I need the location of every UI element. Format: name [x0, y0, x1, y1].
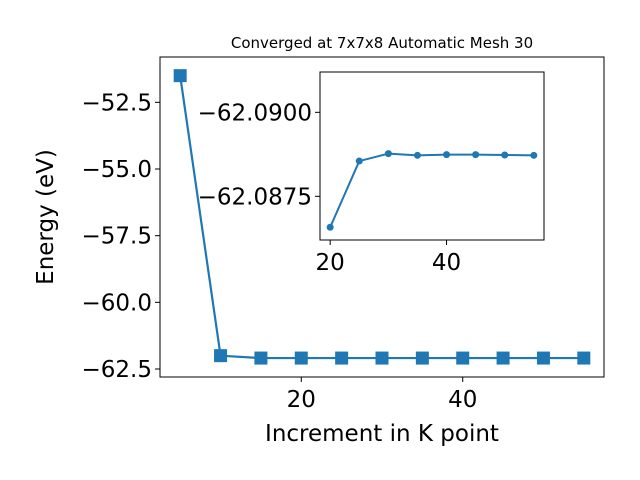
inset-frame	[319, 71, 545, 241]
main-x-tick-label: 20	[287, 387, 316, 413]
main-data-point	[294, 351, 308, 365]
chart-title: Converged at 7x7x8 Automatic Mesh 30	[231, 34, 533, 52]
main-data-point	[173, 69, 187, 83]
y-axis-label: Energy (eV)	[33, 149, 59, 285]
inset-data-point	[384, 150, 392, 158]
x-axis-label: Increment in K point	[265, 421, 499, 447]
main-frame	[159, 56, 605, 378]
inset-data-point	[326, 223, 334, 231]
inset-data-point	[443, 151, 451, 159]
inset-data-point	[472, 151, 480, 159]
main-data-point	[375, 351, 389, 365]
main-data-point	[214, 349, 228, 363]
inset-data-point	[530, 151, 538, 159]
inset-plot: 20 40 −62.0900 −62.0875	[198, 71, 545, 276]
main-data-point	[335, 351, 349, 365]
main-data-point	[536, 351, 550, 365]
main-data-point	[456, 351, 470, 365]
inset-y-tick-label: −62.0875	[198, 184, 312, 210]
inset-series-line	[329, 152, 534, 228]
main-data-point	[496, 351, 510, 365]
main-y-tick-label: −60.0	[82, 290, 152, 316]
main-y-tick-label: −57.5	[82, 224, 152, 250]
main-plot: 20 40 −52.5 −55.0 −57.5 −60.0 −62.5	[82, 56, 605, 413]
inset-data-point	[501, 151, 509, 159]
inset-x-tick-label: 20	[316, 250, 345, 276]
inset-data-point	[355, 157, 363, 165]
inset-y-tick-label: −62.0900	[198, 100, 312, 126]
main-data-point	[577, 351, 591, 365]
main-x-tick-label: 40	[448, 387, 477, 413]
main-y-tick-label: −55.0	[82, 157, 152, 183]
main-y-tick-label: −62.5	[82, 357, 152, 383]
main-data-point	[415, 351, 429, 365]
main-y-tick-label: −52.5	[82, 90, 152, 116]
inset-x-tick-label: 40	[432, 250, 461, 276]
inset-data-point	[413, 151, 421, 159]
main-data-point	[254, 351, 268, 365]
